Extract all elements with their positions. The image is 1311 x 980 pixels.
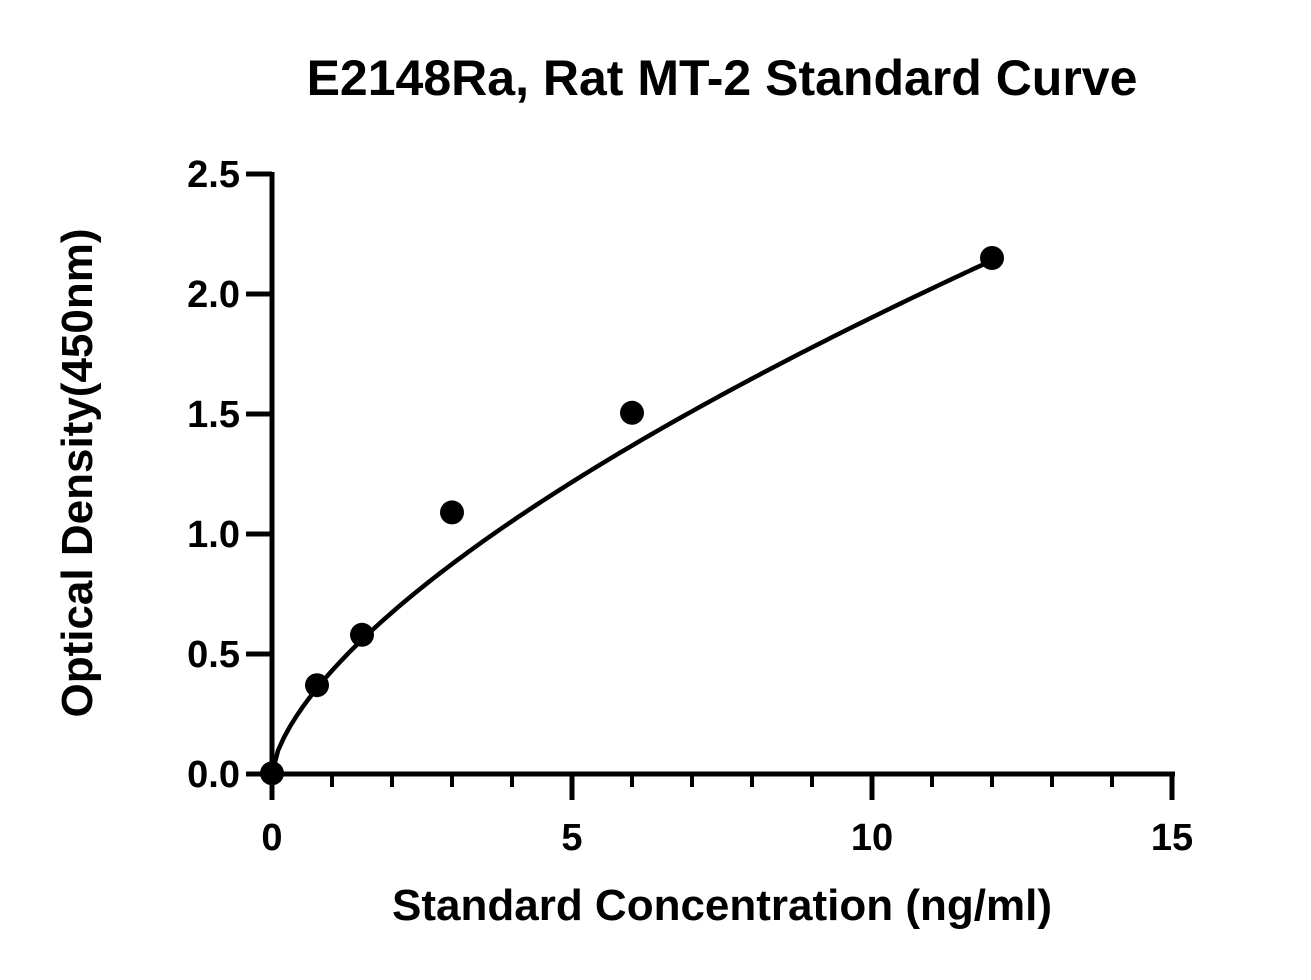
y-tick-label: 0.0 [187,754,240,796]
data-point [350,622,374,647]
x-axis-label: Standard Concentration (ng/ml) [392,881,1052,930]
x-tick-label: 10 [851,817,893,859]
y-tick-label: 2.5 [187,154,240,196]
chart-title: E2148Ra, Rat MT-2 Standard Curve [307,50,1138,106]
y-tick-label: 2.0 [187,274,240,316]
y-tick-label: 1.5 [187,394,240,436]
fit-curve [269,258,993,775]
y-tick-label: 1.0 [187,514,240,556]
x-tick-label: 0 [261,817,282,859]
data-point [440,500,464,525]
data-point [980,246,1004,270]
x-tick-label: 15 [1151,817,1193,859]
data-point [260,761,284,786]
fit-curve-layer [269,258,993,775]
y-tick-label: 0.5 [187,634,240,676]
data-point [305,673,329,698]
data-point [620,400,644,425]
y-axis-label: Optical Density(450nm) [53,228,102,717]
axes: 0.0 0.5 1.0 1.5 2.0 2.5 0 5 10 15 [187,154,1193,859]
x-tick-label: 5 [561,817,582,859]
data-points [260,246,1004,786]
